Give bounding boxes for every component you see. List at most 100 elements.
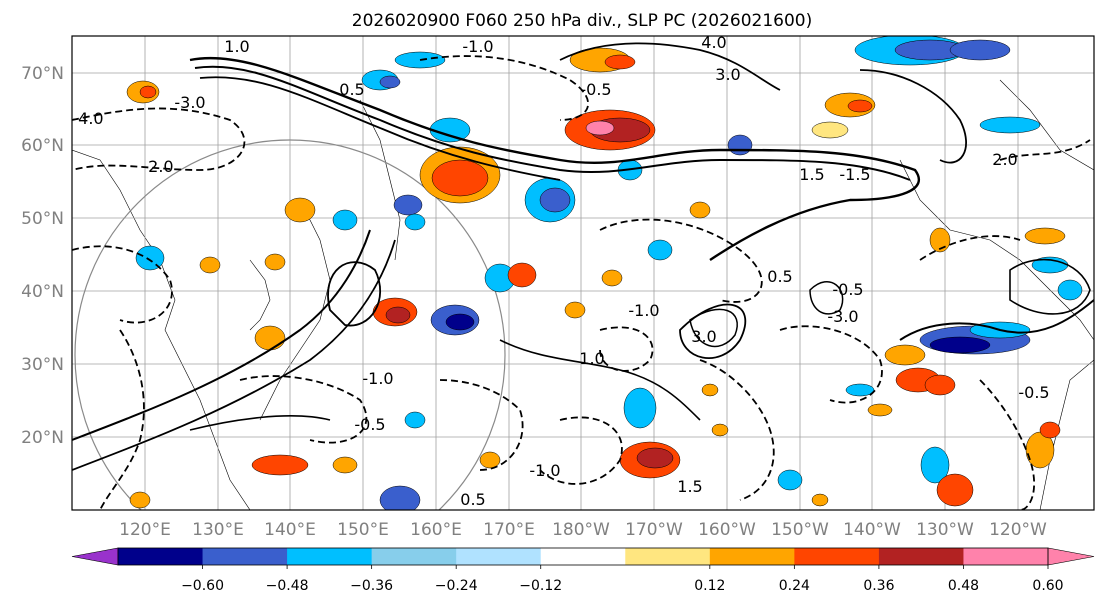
divergence-patch bbox=[264, 253, 286, 271]
contour-label: 3.0 bbox=[691, 327, 716, 346]
colorbar-segment bbox=[456, 548, 542, 565]
contour-negative bbox=[599, 218, 763, 303]
contour-negative bbox=[979, 379, 1035, 510]
contour-positive bbox=[72, 239, 396, 471]
lat-label: 70°N bbox=[21, 64, 64, 84]
contour-positive bbox=[72, 229, 371, 441]
colorbar-segment bbox=[963, 548, 1049, 565]
divergence-patch bbox=[585, 120, 615, 136]
lat-label: 20°N bbox=[21, 428, 64, 448]
divergence-patch bbox=[845, 383, 875, 397]
divergence-patch bbox=[811, 493, 829, 507]
lon-label: 160°W bbox=[698, 520, 756, 540]
divergence-patch bbox=[379, 485, 421, 510]
contour-negative bbox=[99, 329, 145, 510]
map-background bbox=[72, 36, 1094, 510]
lon-label: 160°E bbox=[410, 520, 462, 540]
divergence-patch bbox=[404, 411, 426, 429]
contour-label: -1.0 bbox=[462, 37, 493, 56]
divergence-patch bbox=[867, 403, 893, 417]
divergence-patch bbox=[623, 387, 657, 429]
divergence-patch bbox=[811, 121, 849, 139]
divergence-patch bbox=[647, 239, 673, 261]
map-panel: -1.0 -4.0 1.0 4.0 3.0 -3.0 -2.0 0.5 -0.5 1.5 -1.5 2… bbox=[71, 35, 1095, 511]
contour-label: 0.5 bbox=[767, 267, 792, 286]
divergence-patch bbox=[507, 262, 537, 288]
colorbar-segment bbox=[202, 548, 288, 565]
divergence-patch bbox=[711, 423, 729, 437]
divergence-patch bbox=[1057, 279, 1083, 301]
divergence-patch bbox=[135, 245, 165, 271]
colorbar-tick-label: −0.36 bbox=[350, 578, 393, 594]
contour-negative bbox=[72, 245, 173, 324]
contour-label: -3.0 bbox=[827, 307, 858, 326]
contour-negative bbox=[599, 326, 654, 372]
contour-label: 2.0 bbox=[992, 150, 1017, 169]
divergence-patch bbox=[129, 491, 151, 509]
colorbar-tick-label: −0.60 bbox=[181, 578, 224, 594]
lon-label: 170°W bbox=[625, 520, 683, 540]
lon-label: 180°W bbox=[552, 520, 610, 540]
contour-label: 1.5 bbox=[677, 477, 702, 496]
divergence-patch bbox=[1025, 431, 1055, 469]
contour-positive bbox=[194, 65, 911, 181]
divergence-patch bbox=[284, 197, 316, 223]
contour-negative bbox=[239, 375, 368, 444]
latitude-labels: 70°N 60°N 50°N 40°N 30°N 20°N bbox=[21, 64, 64, 448]
contour-negative bbox=[919, 235, 1021, 261]
divergence-patch bbox=[601, 269, 623, 287]
lat-label: 40°N bbox=[21, 282, 64, 302]
divergence-patch bbox=[251, 454, 309, 476]
colorbar-tick-label: −0.24 bbox=[435, 578, 478, 594]
coastline bbox=[999, 79, 1094, 171]
colorbar-tick-label: 0.36 bbox=[863, 578, 894, 594]
divergence-patch bbox=[979, 116, 1041, 134]
divergence-patch bbox=[564, 301, 586, 319]
contour-label: 1.5 bbox=[799, 165, 824, 184]
colorbar-extend-min bbox=[71, 547, 119, 566]
slp-contours bbox=[72, 42, 1094, 510]
contour-negative bbox=[779, 325, 883, 404]
divergence-patch bbox=[689, 201, 711, 219]
divergence-patch bbox=[404, 213, 426, 231]
colorbar-tick-label: 0.12 bbox=[694, 578, 725, 594]
divergence-patch bbox=[920, 446, 950, 484]
colorbar-segment bbox=[287, 548, 373, 565]
divergence-patch bbox=[199, 256, 221, 274]
divergence-patch bbox=[393, 194, 423, 216]
divergence-patch bbox=[429, 117, 471, 143]
colorbar-tick-label: −0.48 bbox=[266, 578, 309, 594]
divergence-patch bbox=[884, 344, 926, 366]
contour-label: -0.5 bbox=[580, 80, 611, 99]
figure-title: 2026020900 F060 250 hPa div., SLP PC (20… bbox=[352, 11, 812, 31]
divergence-patch bbox=[379, 75, 401, 89]
contour-label: -1.0 bbox=[362, 369, 393, 388]
colorbar-segment bbox=[371, 548, 457, 565]
contour-negative bbox=[439, 379, 524, 471]
contour-positive bbox=[1009, 258, 1091, 315]
divergence-patch bbox=[727, 134, 753, 156]
lon-label: 170°E bbox=[483, 520, 535, 540]
contour-positive bbox=[859, 69, 967, 164]
contour-label: -1.0 bbox=[529, 461, 560, 480]
contour-label: 1.0 bbox=[579, 349, 604, 368]
coastlines bbox=[72, 79, 1094, 510]
colorbar-tick-label: 0.60 bbox=[1032, 578, 1063, 594]
contour-label: -2.0 bbox=[142, 157, 173, 176]
colorbar-ticks: −0.60 −0.48 −0.36 −0.24 −0.12 0.12 0.24 0.36 0.4… bbox=[181, 565, 1064, 594]
lon-label: 120°W bbox=[989, 520, 1047, 540]
coastline bbox=[259, 199, 331, 421]
divergence-patch bbox=[385, 306, 411, 324]
colorbar-segment bbox=[540, 548, 626, 565]
lat-label: 60°N bbox=[21, 136, 64, 156]
divergence-patch bbox=[924, 374, 956, 396]
contour-positive bbox=[499, 339, 701, 421]
lon-label: 140°W bbox=[843, 520, 901, 540]
divergence-patch bbox=[847, 99, 873, 113]
colorbar bbox=[71, 547, 1095, 566]
colorbar-outline bbox=[117, 547, 1049, 566]
contour-label: -4.0 bbox=[72, 109, 103, 128]
coastline bbox=[359, 99, 401, 261]
divergence-patch bbox=[332, 456, 358, 474]
